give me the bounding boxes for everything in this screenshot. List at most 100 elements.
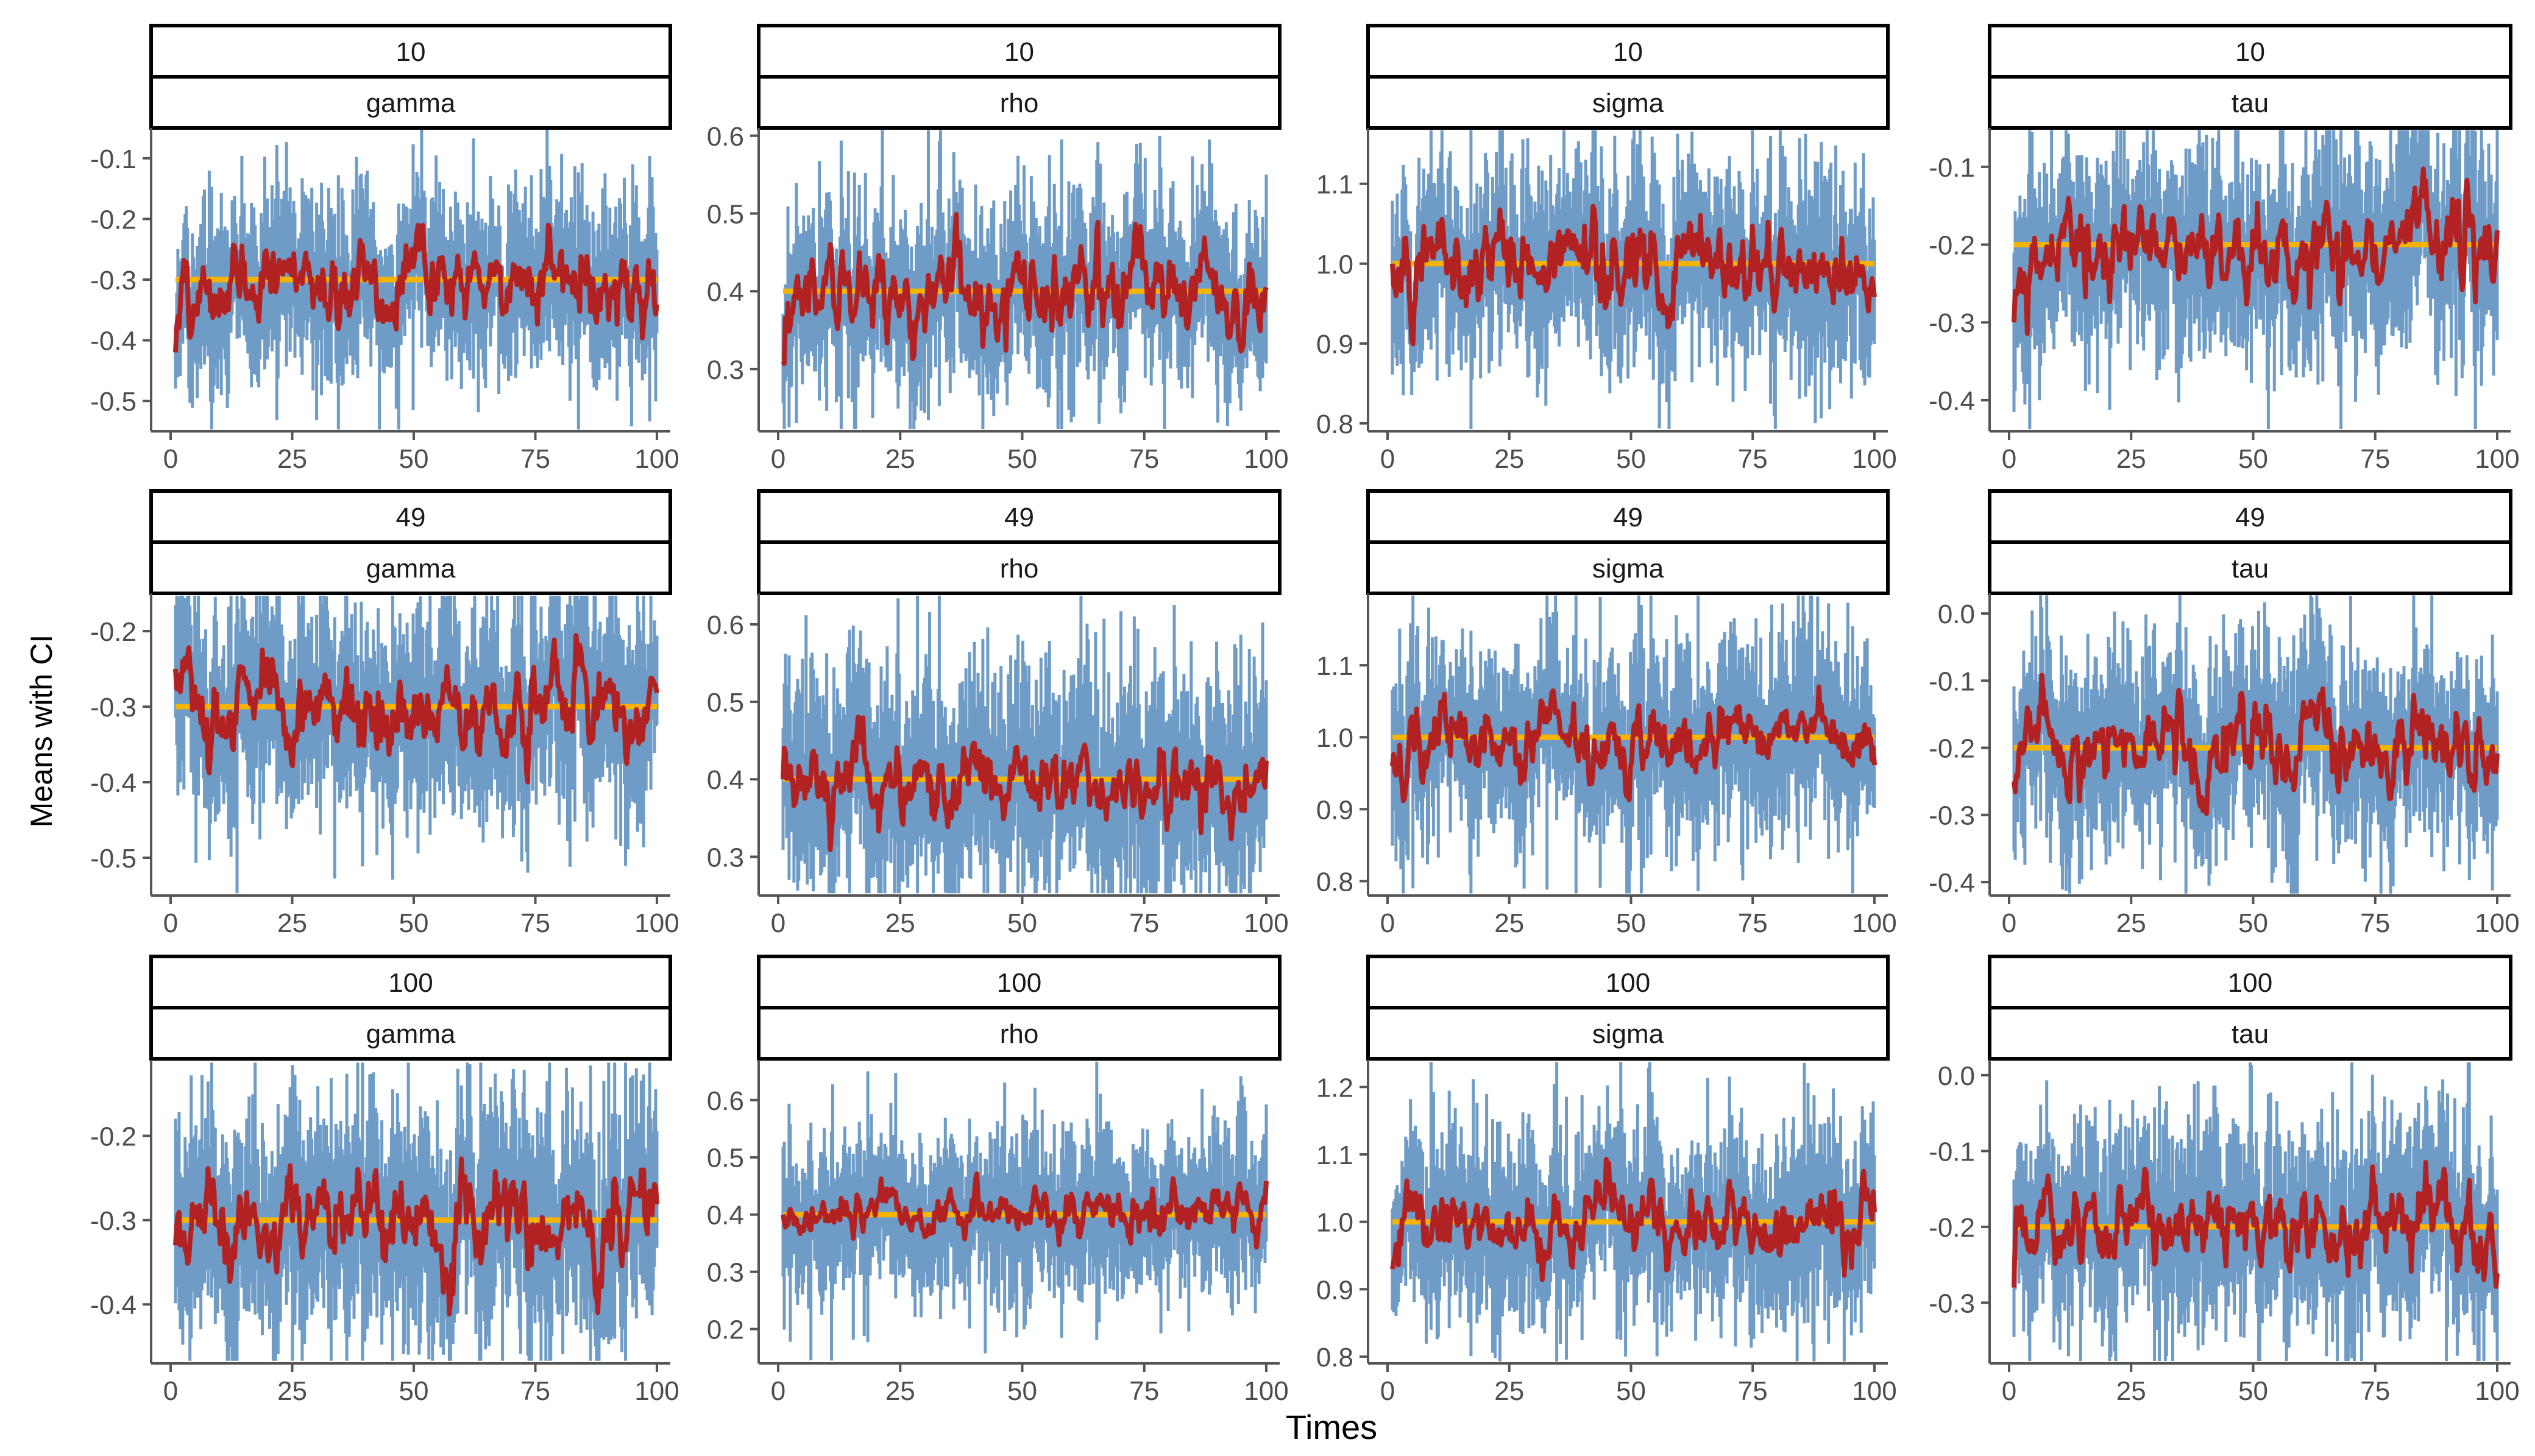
y-tick-label: -0.4 xyxy=(1929,386,1975,416)
y-tick-label: -0.4 xyxy=(90,327,136,356)
x-tick-label: 0 xyxy=(163,908,178,938)
x-tick-label: 100 xyxy=(1852,908,1896,938)
x-tick-label: 50 xyxy=(1616,908,1646,938)
y-tick-label: -0.3 xyxy=(90,266,136,295)
y-tick-label: 0.3 xyxy=(707,355,744,385)
y-tick-label: -0.5 xyxy=(90,844,136,874)
x-tick-label: 25 xyxy=(1494,908,1524,938)
x-tick-label: 100 xyxy=(2475,1376,2519,1406)
x-tick-label: 75 xyxy=(2360,444,2390,474)
y-tick-label: 1.2 xyxy=(1316,1073,1353,1103)
y-tick-label: 0.5 xyxy=(707,688,744,718)
mean-series-line xyxy=(1390,203,1877,347)
facet-strip-row xyxy=(757,489,1282,544)
x-tick-label: 75 xyxy=(520,444,550,474)
y-tick-label: -0.2 xyxy=(90,617,136,647)
y-tick-label: -0.2 xyxy=(1929,231,1975,261)
mean-series-line xyxy=(173,222,659,353)
y-tick-label: 0.2 xyxy=(707,1315,744,1345)
facet-strip-row xyxy=(757,955,1282,1009)
x-tick-label: 0 xyxy=(1380,908,1395,938)
facet-strip-col xyxy=(757,540,1282,595)
facet-label-col: rho xyxy=(1000,88,1039,118)
mean-series-line xyxy=(173,633,659,785)
facet-strip-col xyxy=(757,1006,1282,1061)
facet-label-row: 10 xyxy=(1613,37,1643,67)
facet-strip-row xyxy=(1988,489,2512,544)
x-tick-label: 25 xyxy=(277,1376,307,1406)
y-tick-label: 1.1 xyxy=(1316,1140,1353,1170)
facet-strip-row xyxy=(1366,24,1890,79)
x-tick-label: 100 xyxy=(1244,1376,1288,1406)
facet-strip-row xyxy=(1366,489,1890,544)
x-tick-label: 50 xyxy=(1007,444,1037,474)
facet-label-col: tau xyxy=(2232,554,2269,584)
x-tick-label: 75 xyxy=(1129,908,1159,938)
facet-panel-100-gamma: 100 gamma -0.4 -0.3 -0.2 0 25 50 75 100 xyxy=(90,955,679,1406)
x-tick-label: 100 xyxy=(2475,444,2519,474)
x-tick-label: 25 xyxy=(2116,444,2146,474)
mean-series-line xyxy=(781,1172,1269,1250)
facet-strip-col xyxy=(1988,1006,2512,1061)
facet-panel-10-gamma: 10 gamma -0.5 -0.4 -0.3 -0.2 -0.1 0 25 50 75 100 xyxy=(90,24,679,474)
facet-panel-10-sigma: 10 sigma 0.8 0.9 1.0 1.1 0 25 50 75 100 xyxy=(1316,24,1897,474)
y-tick-label: 0.9 xyxy=(1316,330,1353,359)
y-tick-label: -0.2 xyxy=(1929,734,1975,764)
facet-panel-100-tau: 100 tau -0.3 -0.2 -0.1 0.0 0 25 50 75 100 xyxy=(1929,955,2520,1406)
y-tick-label: -0.3 xyxy=(90,693,136,723)
facet-label-row: 49 xyxy=(1004,503,1034,532)
facet-panel-49-sigma: 49 sigma 0.8 0.9 1.0 1.1 0 25 50 75 100 xyxy=(1316,489,1897,938)
x-tick-label: 50 xyxy=(2238,444,2268,474)
x-tick-label: 75 xyxy=(520,908,550,938)
mean-series-line xyxy=(2012,673,2500,816)
facet-label-row: 100 xyxy=(2228,968,2272,998)
y-tick-label: 0.8 xyxy=(1316,867,1353,897)
y-tick-label: 0.5 xyxy=(707,1143,744,1173)
y-tick-label: -0.5 xyxy=(90,387,136,417)
facet-label-col: sigma xyxy=(1592,88,1664,118)
y-tick-label: 0.6 xyxy=(707,1086,744,1116)
y-tick-label: 1.0 xyxy=(1316,723,1353,753)
facet-strip-col xyxy=(1366,540,1890,595)
y-tick-label: -0.2 xyxy=(1929,1213,1975,1243)
y-tick-label: -0.1 xyxy=(1929,1137,1975,1167)
x-tick-label: 75 xyxy=(520,1376,550,1406)
mean-series-line xyxy=(1390,684,1877,804)
mean-series-line xyxy=(781,715,1269,852)
y-tick-label: -0.3 xyxy=(1929,1288,1975,1318)
x-tick-label: 50 xyxy=(1007,1376,1037,1406)
x-tick-label: 50 xyxy=(2238,908,2268,938)
x-tick-label: 100 xyxy=(1244,908,1288,938)
facet-label-row: 49 xyxy=(396,503,426,532)
facet-label-col: gamma xyxy=(366,554,456,584)
mean-series-line xyxy=(2012,1160,2500,1289)
y-tick-label: 0.9 xyxy=(1316,795,1353,825)
x-tick-label: 75 xyxy=(2360,908,2390,938)
facet-label-row: 100 xyxy=(997,968,1041,998)
y-tick-label: 1.0 xyxy=(1316,1208,1353,1238)
facet-label-row: 49 xyxy=(1613,503,1643,532)
y-tick-label: 0.0 xyxy=(1938,1061,1975,1091)
y-tick-label: -0.2 xyxy=(90,1122,136,1152)
y-tick-label: 0.4 xyxy=(707,765,744,795)
x-tick-label: 50 xyxy=(399,908,429,938)
y-tick-label: 0.3 xyxy=(707,843,744,872)
x-tick-label: 0 xyxy=(2002,1376,2016,1406)
facet-strip-row xyxy=(149,489,672,544)
facet-label-col: sigma xyxy=(1592,554,1664,584)
facet-strip-row xyxy=(149,955,672,1009)
y-tick-label: -0.4 xyxy=(1929,868,1975,898)
x-tick-label: 75 xyxy=(1129,1376,1159,1406)
facet-label-row: 10 xyxy=(2235,37,2265,67)
y-tick-label: 0.4 xyxy=(707,1201,744,1231)
y-tick-label: 0.0 xyxy=(1938,599,1975,629)
x-tick-label: 50 xyxy=(399,444,429,474)
x-tick-label: 0 xyxy=(1380,1376,1395,1406)
x-tick-label: 75 xyxy=(1738,1376,1768,1406)
facet-label-col: tau xyxy=(2232,1019,2269,1049)
x-tick-label: 25 xyxy=(1494,1376,1524,1406)
facet-strip-col xyxy=(1366,1006,1890,1061)
facet-panel-10-tau: 10 tau -0.4 -0.3 -0.2 -0.1 0 25 50 75 100 xyxy=(1929,24,2520,474)
facet-strip-col xyxy=(757,75,1282,130)
y-tick-label: 0.8 xyxy=(1316,1343,1353,1373)
